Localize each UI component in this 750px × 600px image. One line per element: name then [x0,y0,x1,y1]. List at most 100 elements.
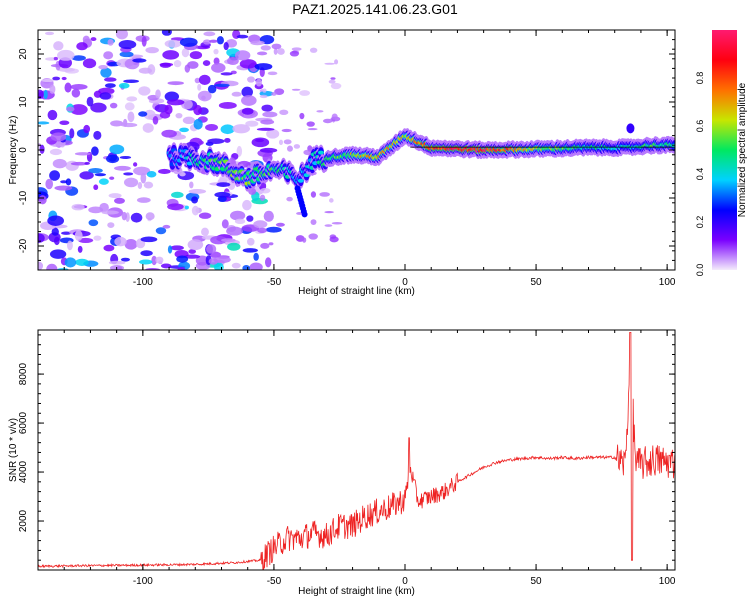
top-y-tick-label: 10 [18,96,29,108]
heatmap-noise-blob [170,245,184,251]
heatmap-noise-blob [121,211,127,221]
heatmap-noise-blob [198,74,211,86]
colorbar-tick-label: 0.6 [695,120,705,133]
heatmap-noise-blob [265,226,282,233]
heatmap-noise-blob [266,129,280,139]
heatmap-noise-blob [213,256,231,264]
bottom-y-tick-label: 2000 [18,509,29,532]
heatmap-noise-blob [307,128,318,131]
bottom-x-tick-label: 0 [402,576,408,587]
heatmap-noise-blob [79,171,94,180]
heatmap-noise-blob [236,145,243,157]
heatmap-noise-blob [133,162,138,167]
heatmap-noise-blob [140,236,158,243]
heatmap-noise-blob [71,88,81,98]
heatmap-noise-blob [239,59,257,69]
heatmap-noise-blob [236,34,249,39]
heatmap-noise-blob [41,78,55,83]
heatmap-noise-blob [109,102,118,109]
figure-title: PAZ1.2025.141.06.23.G01 [292,1,458,17]
heatmap-noise-blob [120,257,130,262]
heatmap-noise-blob [324,211,334,214]
heatmap-noise-blob [277,48,285,55]
bottom-y-tick-label: 6000 [18,412,29,435]
heatmap-noise-blob [151,255,157,266]
heatmap-noise-blob [247,76,255,83]
bottom-plot-frame [37,329,676,571]
heatmap-noise-blob [53,236,60,246]
heatmap-noise-blob [59,120,70,126]
heatmap-noise-blob [140,172,147,184]
heatmap-noise-blob [171,191,184,199]
heatmap-noise-blob [38,195,47,205]
heatmap-noise-blob [160,263,172,269]
heatmap-noise-blob [257,227,268,234]
bottom-x-tick-label: -50 [267,576,282,587]
heatmap-noise-blob [107,222,115,228]
heatmap-noise-blob [152,116,159,125]
heatmap-noise-blob [75,258,89,266]
heatmap-noise-blob [138,86,151,96]
heatmap-noise-blob [109,144,125,155]
heatmap-noise-blob [103,244,115,252]
heatmap-noise-blob [118,82,130,89]
heatmap-noise-blob [193,104,203,116]
heatmap-noise-blob [306,121,315,127]
heatmap-noise-blob [310,191,317,198]
heatmap-noise-blob [52,158,67,169]
heatmap-noise-blob [197,83,202,91]
heatmap-noise-blob [308,233,318,240]
heatmap-noise-blob [191,196,198,204]
heatmap-noise-blob [293,144,301,149]
heatmap-noise-blob [189,51,203,60]
top-y-tick-label: -10 [18,190,29,205]
heatmap-noise-blob [124,102,135,111]
heatmap-noise-blob [331,113,338,120]
heatmap-noise-blob [188,249,197,254]
bottom-y-tick-label: 4000 [18,460,29,483]
heatmap-noise-blob [38,261,44,270]
heatmap-noise-blob [279,109,289,116]
heatmap-noise-blob [263,210,274,222]
heatmap-noise-blob [51,227,59,236]
heatmap-noise-blob [82,58,97,69]
heatmap-noise-blob [227,242,241,251]
heatmap-noise-blob [259,187,271,194]
heatmap-noise-blob [253,252,259,261]
heatmap-noise-blob [260,119,275,125]
heatmap-noise-blob [107,39,114,46]
heatmap-noise-blob [232,124,251,134]
heatmap-noise-blob [211,62,226,73]
heatmap-noise-blob [256,51,268,56]
heatmap-noise-blob [139,259,153,265]
heatmap-noise-blob [91,146,99,156]
heatmap-noise-blob [45,178,54,190]
heatmap-noise-blob [162,50,180,60]
heatmap-noise-blob [271,91,277,96]
heatmap-noise-blob [145,267,161,270]
heatmap-noise-blob [88,168,103,174]
heatmap-noise-blob [299,112,305,120]
heatmap-noise-blob [286,196,293,202]
snr-series-line [38,332,675,570]
heatmap-noise-blob [324,224,333,227]
heatmap-noise-blob [260,45,271,51]
heatmap-noise-blob [281,128,292,133]
heatmap-noise-blob [255,138,264,143]
heatmap-noise-blob [249,262,263,270]
heatmap-ridge-cell [317,150,324,155]
heatmap-noise-blob [114,165,131,171]
heatmap-noise-blob [61,231,72,235]
heatmap-noise-blob [108,260,126,265]
heatmap-noise-blob [226,56,239,66]
heatmap-noise-blob [289,50,300,57]
bottom-x-tick-label: 50 [531,576,543,587]
heatmap-noise-blob [234,50,251,61]
heatmap-noise-blob [166,99,185,106]
heatmap-ridge-cell [301,211,308,218]
heatmap-noise-blob [43,89,48,100]
heatmap-noise-blob [286,145,293,152]
heatmap-noise-blob [329,236,339,243]
heatmap-noise-blob [203,31,216,37]
